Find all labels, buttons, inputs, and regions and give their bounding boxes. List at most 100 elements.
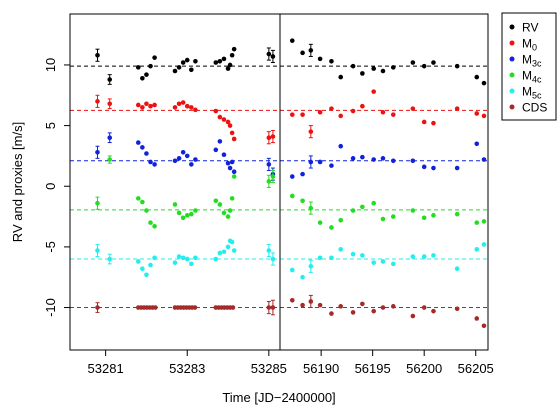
- point-series-0: [193, 59, 198, 64]
- point-series-3: [172, 202, 178, 207]
- point-series-4: [390, 261, 396, 267]
- point-series-4: [176, 254, 182, 259]
- point-series-2: [421, 164, 427, 170]
- y-tick-label: -10: [43, 298, 58, 317]
- x-tick-label: 53285: [251, 361, 287, 376]
- point-series-2: [107, 135, 113, 141]
- point-series-1: [189, 105, 194, 110]
- point-series-4: [329, 255, 334, 261]
- point-series-3: [140, 199, 145, 205]
- point-series-5: [380, 305, 386, 310]
- x-axis: 53281 53283 53285 56190 56195 56200 56205: [88, 350, 494, 376]
- legend-box: [501, 12, 557, 121]
- point-series-3: [481, 219, 487, 224]
- point-series-1: [193, 107, 198, 113]
- point-series-3: [289, 193, 295, 199]
- legend-label-0: RV: [522, 21, 538, 35]
- point-series-4: [231, 248, 237, 253]
- point-series-2: [308, 159, 314, 165]
- point-series-2: [180, 149, 186, 155]
- point-series-0: [176, 65, 182, 70]
- point-series-3: [217, 202, 223, 207]
- point-series-0: [289, 38, 295, 43]
- point-series-0: [184, 57, 190, 63]
- point-series-1: [308, 129, 314, 134]
- point-series-1: [454, 106, 460, 111]
- point-series-4: [474, 247, 480, 252]
- point-series-2: [217, 139, 223, 144]
- data-points: [95, 38, 487, 329]
- point-series-2: [360, 154, 365, 160]
- point-series-4: [308, 264, 314, 269]
- point-series-4: [172, 260, 178, 265]
- point-series-5: [95, 305, 100, 310]
- point-series-0: [231, 46, 237, 52]
- y-tick-label: -5: [43, 241, 58, 253]
- point-series-4: [140, 266, 145, 272]
- point-series-1: [360, 103, 365, 109]
- point-series-4: [144, 272, 149, 278]
- point-series-2: [266, 162, 272, 167]
- point-series-3: [270, 174, 276, 179]
- point-series-4: [270, 256, 276, 262]
- point-series-5: [421, 305, 427, 310]
- point-series-0: [172, 68, 178, 74]
- point-series-5: [308, 299, 314, 304]
- point-series-5: [317, 302, 323, 308]
- point-series-2: [474, 141, 480, 147]
- x-tick-label: 56200: [406, 361, 442, 376]
- point-series-3: [144, 208, 149, 213]
- point-series-4: [338, 247, 344, 252]
- legend-marker-5: [509, 104, 515, 110]
- point-series-0: [135, 65, 141, 70]
- point-series-5: [329, 311, 334, 316]
- point-series-0: [350, 63, 356, 69]
- point-series-1: [135, 102, 141, 108]
- point-series-3: [152, 223, 157, 229]
- point-series-0: [270, 54, 276, 59]
- point-series-4: [481, 242, 487, 247]
- point-series-2: [144, 151, 149, 156]
- x-axis-label: Time [JD−2400000]: [222, 390, 335, 405]
- point-series-0: [421, 63, 427, 69]
- point-series-3: [329, 225, 334, 230]
- x-tick-label: 53283: [169, 361, 205, 376]
- point-series-5: [300, 302, 305, 308]
- point-series-3: [225, 214, 231, 219]
- point-series-1: [231, 136, 237, 142]
- point-series-1: [213, 108, 219, 114]
- point-series-0: [148, 63, 153, 69]
- point-series-4: [217, 250, 223, 256]
- point-series-0: [474, 74, 480, 80]
- point-series-1: [95, 99, 100, 104]
- point-series-4: [317, 255, 323, 261]
- point-series-4: [229, 239, 235, 245]
- point-series-2: [221, 152, 227, 158]
- point-series-3: [266, 179, 272, 184]
- point-series-5: [410, 313, 416, 319]
- point-series-1: [350, 108, 356, 114]
- y-tick-label: 0: [43, 183, 58, 190]
- point-series-1: [184, 103, 190, 109]
- point-series-1: [431, 120, 436, 126]
- point-series-2: [329, 163, 334, 168]
- mean-lines: [70, 65, 488, 309]
- point-series-2: [95, 149, 100, 155]
- point-series-0: [225, 66, 231, 71]
- point-series-4: [371, 260, 376, 265]
- point-series-3: [410, 208, 416, 213]
- point-series-1: [148, 103, 153, 109]
- point-series-1: [270, 134, 276, 139]
- point-series-5: [230, 305, 236, 310]
- point-series-4: [152, 255, 157, 261]
- point-series-2: [193, 157, 198, 162]
- point-series-4: [180, 255, 186, 261]
- point-series-3: [135, 196, 141, 201]
- y-tick-label: 5: [43, 122, 58, 129]
- point-series-1: [176, 101, 182, 107]
- point-series-5: [266, 305, 272, 310]
- point-series-2: [176, 156, 182, 161]
- point-series-3: [95, 200, 100, 206]
- point-series-4: [135, 259, 141, 264]
